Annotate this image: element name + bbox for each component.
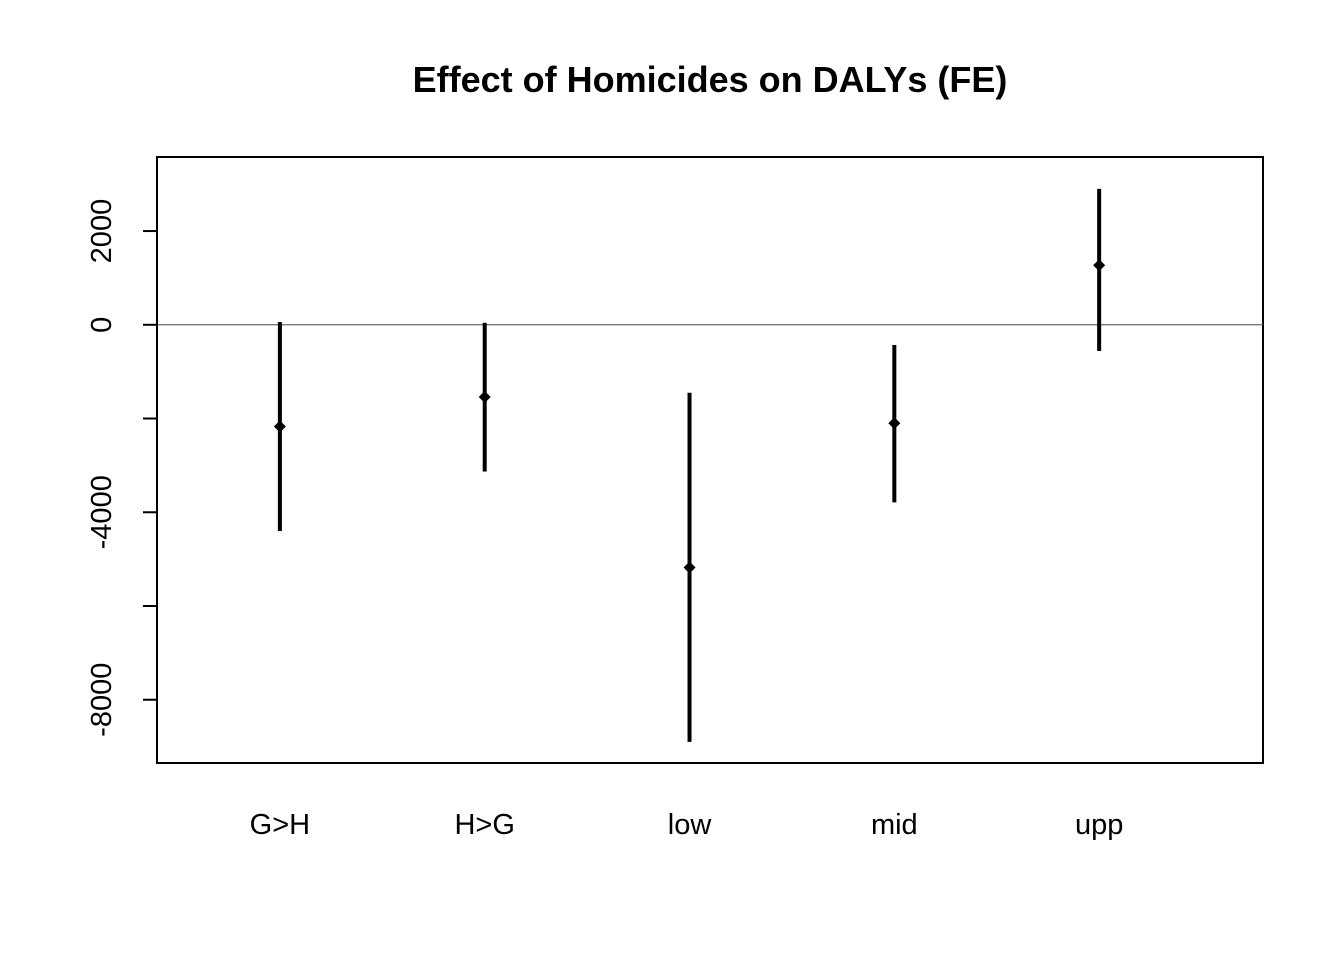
- point-estimate-3: [888, 417, 901, 430]
- x-tick-label-1: H>G: [454, 809, 514, 841]
- point-estimate-4: [1093, 259, 1106, 272]
- x-tick-label-2: low: [668, 809, 713, 841]
- x-tick-label-0: G>H: [250, 809, 310, 841]
- plot-frame: [156, 156, 1264, 764]
- chart-title: Effect of Homicides on DALYs (FE): [413, 59, 1008, 100]
- plot-area: -8000 -4000 0 2000 G>H H>G low mid upp: [86, 156, 1264, 841]
- x-tick-label-4: upp: [1075, 809, 1123, 841]
- point-estimate-1: [478, 390, 491, 403]
- point-estimate-0: [273, 420, 286, 433]
- y-tick-label-5: 2000: [86, 199, 118, 264]
- x-tick-label-3: mid: [871, 809, 918, 841]
- point-estimate-2: [683, 561, 696, 574]
- y-tick-label-2: -4000: [86, 475, 118, 549]
- y-tick-label-0: -8000: [86, 663, 118, 737]
- y-tick-label-4: 0: [86, 317, 118, 333]
